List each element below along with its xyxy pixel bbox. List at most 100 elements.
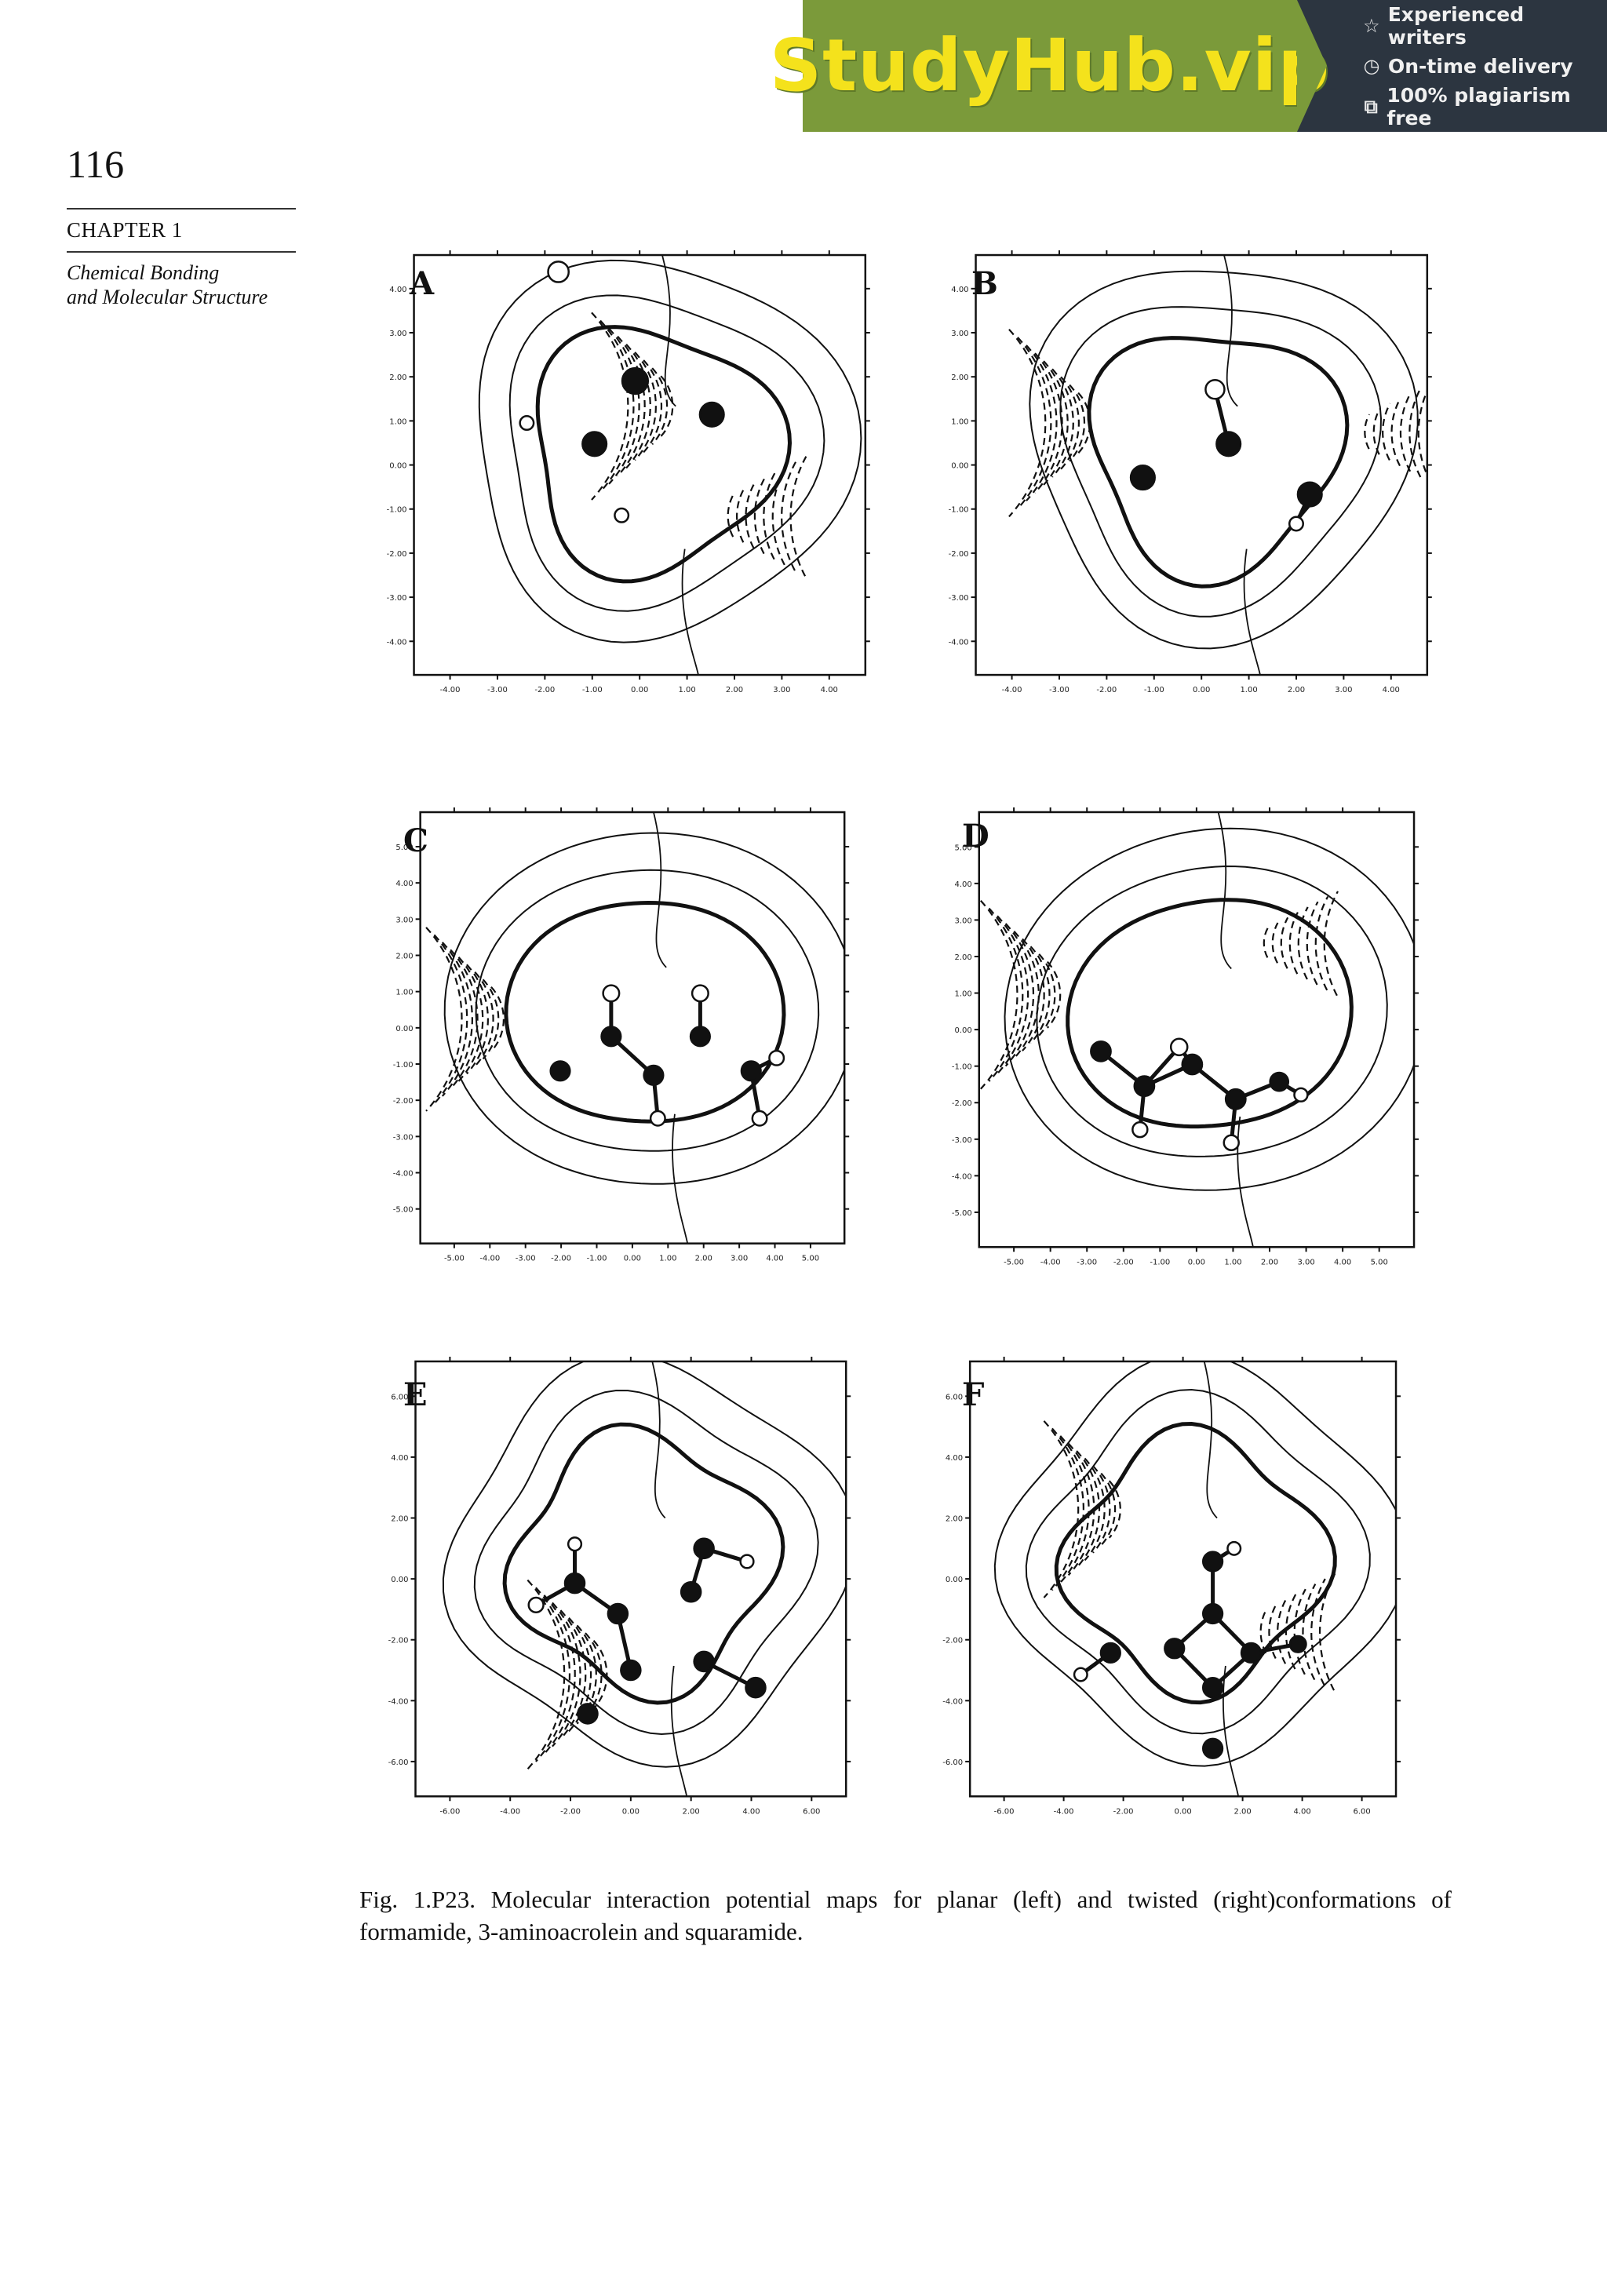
y-tick-label: 0.00 — [954, 1026, 971, 1035]
heavy-atom — [1288, 1635, 1307, 1653]
panel-label: E — [403, 1376, 428, 1413]
hydrogen-atom — [1073, 1667, 1088, 1682]
negative-contour-fan — [1382, 403, 1391, 461]
hydrogen-atom — [1293, 1087, 1309, 1102]
heavy-atom — [1296, 481, 1323, 508]
y-tick-label: 3.00 — [395, 916, 413, 924]
y-tick-label: 0.00 — [391, 1576, 408, 1584]
x-tick-label: 1.00 — [1240, 686, 1257, 694]
y-tick-label: -2.00 — [942, 1637, 963, 1645]
panel-label: F — [962, 1376, 985, 1413]
molecular-surface — [502, 1422, 785, 1705]
x-tick-label: -2.00 — [1096, 686, 1117, 694]
negative-contour-fan — [1390, 397, 1401, 467]
potential-map-svg: 6.00 4.00 2.00 0.00 -2.00 -4.00 -6.00 -6.00 -4.0… — [388, 1356, 851, 1816]
feature-experienced-writers: ☆ Experienced writers — [1361, 3, 1607, 49]
outer-contour — [1004, 827, 1415, 1191]
x-tick-label: -4.00 — [1054, 1807, 1074, 1816]
panel-e: 6.00 4.00 2.00 0.00 -2.00 -4.00 -6.00 -6.00 -4.0… — [388, 1356, 855, 1827]
y-tick-label: 5.00 — [954, 844, 971, 852]
zero-contour — [1203, 1361, 1218, 1519]
negative-contour-fan — [552, 1602, 581, 1748]
feature-plagiarism-free: ⧉ 100% plagiarism free — [1361, 84, 1607, 129]
hydrogen-atom — [751, 1110, 768, 1127]
hydrogen-atom — [602, 984, 621, 1003]
x-tick-label: 0.00 — [631, 686, 648, 694]
x-tick-label: 4.00 — [1334, 1258, 1351, 1266]
x-tick-label: 0.00 — [1193, 686, 1210, 694]
heavy-atom — [1201, 1551, 1224, 1573]
outer-contour — [993, 1361, 1397, 1767]
y-tick-label: -2.00 — [952, 1099, 972, 1108]
panel-d: 5.00 4.00 3.00 2.00 1.00 0.00 -1.00 -2.00 -3.00 -… — [951, 807, 1419, 1277]
hydrogen-atom — [649, 1110, 666, 1127]
plot-frame — [413, 253, 867, 676]
panel-c: 5.00 4.00 3.00 2.00 1.00 0.00 -1.00 -2.00 -3.00 -… — [392, 807, 858, 1284]
outer-contour — [478, 259, 862, 643]
negative-contour-fan — [608, 327, 640, 485]
potential-map-svg: 6.00 4.00 2.00 0.00 -2.00 -4.00 -6.00 -6.00 -4.0… — [942, 1356, 1401, 1816]
studyhub-logo[interactable]: StudyHub.vip — [770, 0, 1329, 132]
running-title-line2: and Molecular Structure — [67, 286, 268, 308]
x-tick-label: 4.00 — [1383, 686, 1400, 694]
zero-contour — [681, 548, 699, 676]
hydrogen-atom — [691, 984, 709, 1003]
x-tick-label: -5.00 — [1004, 1258, 1024, 1266]
negative-contour-fan — [1034, 352, 1063, 494]
y-tick-label: -5.00 — [393, 1206, 414, 1215]
hydrogen-atom — [567, 1536, 583, 1552]
heavy-atom — [740, 1060, 762, 1082]
negative-contour-fan — [535, 1587, 570, 1762]
inner-contour — [1036, 865, 1388, 1157]
y-tick-label: -6.00 — [942, 1758, 963, 1767]
heavy-atom — [745, 1676, 767, 1699]
y-tick-label: 2.00 — [395, 953, 413, 961]
studyhub-banner[interactable]: StudyHub.vip ☆ Experienced writers ◷ On-… — [770, 0, 1607, 132]
hydrogen-atom — [614, 507, 630, 523]
negative-contour-fan — [527, 1579, 566, 1770]
contour-layer — [425, 812, 845, 1244]
potential-map-svg: 5.00 4.00 3.00 2.00 1.00 0.00 -1.00 -2.00 -3.00 -… — [952, 807, 1419, 1266]
negative-contour-fan — [490, 986, 505, 1052]
heavy-atom — [698, 401, 725, 428]
heavy-atom — [1201, 1737, 1224, 1759]
negative-contour-fan — [1306, 901, 1319, 986]
x-tick-label: -3.00 — [1077, 1258, 1097, 1266]
negative-contour-fan — [1013, 930, 1040, 1059]
heavy-atom — [693, 1650, 715, 1673]
negative-contour-fan — [1310, 1578, 1326, 1686]
zero-contour — [1243, 548, 1261, 676]
x-tick-label: -3.00 — [516, 1255, 536, 1263]
y-tick-label: -2.00 — [393, 1097, 414, 1106]
y-tick-label: -5.00 — [952, 1209, 972, 1218]
negative-contour-fan — [433, 934, 468, 1105]
y-tick-label: -2.00 — [949, 550, 969, 559]
negative-contour-fan — [1372, 408, 1381, 455]
negative-contour-fan — [1084, 1457, 1106, 1562]
page-number: 116 — [67, 142, 125, 186]
heavy-atom — [1164, 1638, 1186, 1660]
heavy-atom — [1090, 1040, 1112, 1062]
negative-contour-fan — [753, 477, 766, 555]
hydrogen-atom — [1204, 378, 1226, 400]
y-tick-label: -3.00 — [393, 1133, 414, 1142]
negative-contour-fan — [745, 483, 756, 548]
negative-contour-fan — [1427, 376, 1442, 488]
x-tick-label: 1.00 — [659, 1255, 676, 1263]
y-tick-label: 1.00 — [395, 989, 413, 997]
hydrogen-atom — [1169, 1037, 1189, 1057]
zero-contour — [1223, 1665, 1240, 1797]
x-tick-label: -4.00 — [1040, 1258, 1061, 1266]
negative-contour-fan — [1029, 946, 1051, 1044]
x-tick-label: 3.00 — [1335, 686, 1352, 694]
plot-frame — [975, 253, 1429, 676]
zero-contour — [1217, 811, 1232, 970]
heavy-atom — [1240, 1642, 1263, 1664]
x-tick-label: 4.00 — [766, 1255, 783, 1263]
y-tick-label: -4.00 — [942, 1697, 963, 1706]
negative-contour-fan — [457, 957, 484, 1082]
heavy-atom — [693, 1537, 715, 1560]
y-tick-label: 5.00 — [395, 844, 413, 852]
negative-contour-fan — [988, 907, 1024, 1082]
negative-contour-fan — [1069, 384, 1086, 462]
